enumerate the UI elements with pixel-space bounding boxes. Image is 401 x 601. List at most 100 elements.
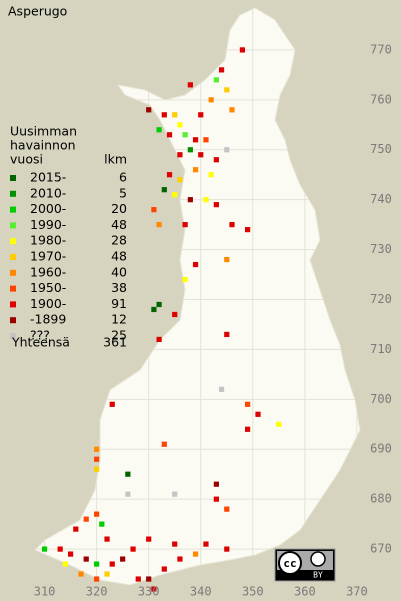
observation-square (172, 541, 178, 547)
observation-square (125, 471, 131, 477)
license-badge: cc BY (274, 548, 336, 582)
legend-swatch (10, 269, 16, 276)
observation-square (156, 127, 162, 133)
observation-square (239, 47, 245, 53)
observation-square (156, 222, 162, 228)
observation-square (177, 556, 183, 562)
legend-title: Uusimman (10, 124, 77, 139)
observation-square (99, 521, 105, 527)
observation-square (198, 152, 204, 158)
observation-square (125, 491, 131, 497)
legend-swatch (10, 190, 16, 197)
observation-square (166, 172, 173, 178)
observation-square (213, 481, 219, 487)
observation-square (213, 202, 219, 208)
legend-count: 91 (111, 296, 127, 311)
observation-square (244, 401, 251, 407)
legend-count: 40 (111, 264, 127, 279)
observation-square (151, 586, 157, 592)
legend-swatch (10, 206, 16, 213)
observation-square (41, 546, 48, 552)
observation-square (208, 97, 214, 103)
observation-square (229, 107, 235, 113)
observation-square (94, 576, 100, 582)
observation-square (244, 227, 251, 233)
observation-square (182, 132, 188, 138)
observation-square (203, 197, 209, 203)
observation-square (166, 132, 173, 138)
legend-swatch (10, 301, 16, 308)
observation-square (224, 546, 230, 552)
observation-square (213, 157, 219, 163)
observation-square (62, 561, 68, 567)
legend-label: 1960- (30, 264, 66, 279)
x-tick-label: 370 (346, 585, 368, 599)
observation-square (182, 222, 188, 228)
observation-square (104, 571, 110, 577)
legend-count: 25 (111, 328, 127, 343)
observation-square (94, 456, 100, 462)
observation-square (218, 67, 225, 73)
observation-square (192, 167, 199, 173)
legend-label: 1980- (30, 233, 66, 248)
legend-label: 2000- (30, 201, 66, 216)
observation-square (172, 491, 178, 497)
observation-square (224, 506, 230, 512)
x-tick-label: 350 (242, 585, 264, 599)
observation-square (120, 556, 126, 562)
y-tick-label: 720 (370, 292, 392, 306)
observation-square (83, 556, 89, 562)
observation-square (218, 386, 225, 392)
y-tick-label: 760 (370, 92, 392, 106)
cc-icon: cc (283, 557, 296, 570)
observation-square (146, 107, 152, 113)
observation-square (78, 571, 84, 577)
observation-square (229, 222, 235, 228)
observation-square (156, 336, 162, 343)
y-tick-label: 680 (370, 492, 392, 506)
legend-count-header: lkm (104, 152, 127, 167)
observation-square (203, 541, 209, 547)
x-tick-label: 340 (190, 585, 212, 599)
observation-square (255, 411, 261, 417)
observation-square (192, 261, 199, 268)
observation-square (146, 576, 152, 582)
x-tick-label: 310 (34, 585, 56, 599)
observation-square (67, 551, 74, 557)
observation-square (161, 112, 167, 118)
observation-square (187, 82, 193, 88)
observation-square (151, 306, 157, 313)
legend-count: 28 (111, 233, 127, 248)
legend-swatch (10, 333, 16, 339)
legend-swatch (10, 222, 16, 229)
legend-label: -1899 (30, 312, 66, 327)
observation-square (213, 77, 219, 83)
observation-square (109, 401, 115, 407)
by-icon (310, 551, 326, 567)
observation-square (146, 536, 152, 542)
observation-square (57, 546, 63, 552)
legend-count: 6 (119, 170, 127, 185)
observation-square (182, 276, 188, 283)
y-tick-label: 710 (370, 342, 392, 356)
y-tick-label: 730 (370, 242, 392, 256)
observation-square (109, 561, 115, 567)
legend-count: 12 (111, 312, 127, 327)
y-tick-label: 770 (370, 42, 392, 56)
observation-square (187, 147, 193, 153)
observation-square (104, 536, 110, 542)
observation-square (172, 112, 178, 118)
map-title: Asperugo (8, 4, 67, 19)
legend-total: 361 (103, 335, 127, 350)
legend-total-label: Yhteensä (11, 335, 70, 350)
country-outline (34, 7, 361, 586)
observation-square (83, 516, 89, 522)
legend-label: 2015- (30, 170, 66, 185)
legend-title: havainnon (10, 138, 76, 153)
observation-square (224, 256, 230, 263)
cc-circle (278, 551, 302, 575)
legend-swatch (10, 175, 16, 181)
legend-swatch (10, 317, 16, 324)
legend-label: 2010- (30, 185, 66, 200)
observation-square (161, 566, 167, 572)
